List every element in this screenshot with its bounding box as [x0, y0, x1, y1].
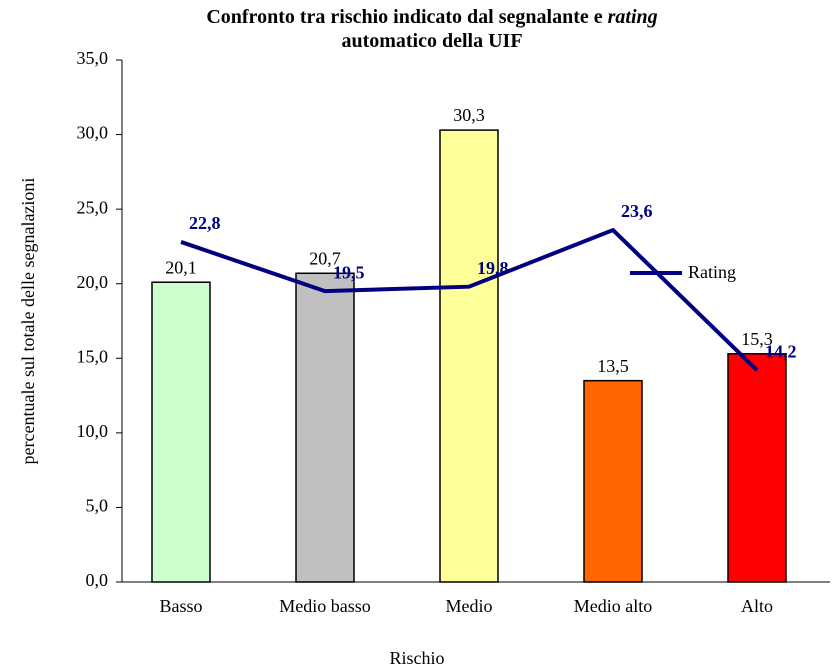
- y-tick-label: 15,0: [77, 346, 109, 366]
- chart-title: Confronto tra rischio indicato dal segna…: [206, 6, 657, 52]
- title-part: rating: [608, 6, 658, 28]
- x-tick-label: Medio: [446, 596, 493, 616]
- title-part: Confronto tra rischio indicato dal segna…: [206, 6, 607, 28]
- y-tick-label: 30,0: [77, 123, 109, 143]
- bar-value-label: 15,3: [741, 329, 773, 349]
- x-tick-label: Alto: [741, 596, 773, 616]
- bar-value-label: 20,7: [309, 248, 341, 268]
- title-part: automatico della UIF: [341, 30, 522, 52]
- y-tick-label: 5,0: [86, 496, 109, 516]
- y-tick-label: 35,0: [77, 48, 109, 68]
- line-value-label: 19,5: [333, 262, 365, 282]
- bar: [583, 379, 643, 583]
- x-axis-title: Rischio: [389, 648, 444, 668]
- bar: [295, 272, 355, 583]
- y-axis-title: percentuale sul totale delle segnalazion…: [18, 178, 38, 465]
- x-tick-label: Basso: [159, 596, 202, 616]
- bar-value-label: 13,5: [597, 356, 629, 376]
- x-tick-label: Medio alto: [574, 596, 653, 616]
- legend-label: Rating: [688, 262, 736, 282]
- line-value-label: 19,8: [477, 258, 509, 278]
- y-tick-label: 20,0: [77, 272, 109, 292]
- bar: [727, 353, 787, 583]
- line-value-label: 22,8: [189, 213, 221, 233]
- x-tick-label: Medio basso: [279, 596, 371, 616]
- bar-value-label: 20,1: [165, 257, 197, 277]
- line: [180, 227, 759, 372]
- line-value-label: 14,2: [765, 341, 797, 361]
- line-value-label: 23,6: [621, 201, 653, 221]
- bar-value-label: 30,3: [453, 105, 485, 125]
- y-tick-label: 0,0: [86, 570, 109, 590]
- y-tick-label: 10,0: [77, 421, 109, 441]
- y-tick-label: 25,0: [77, 197, 109, 217]
- bar: [151, 281, 211, 583]
- bar: [439, 129, 499, 583]
